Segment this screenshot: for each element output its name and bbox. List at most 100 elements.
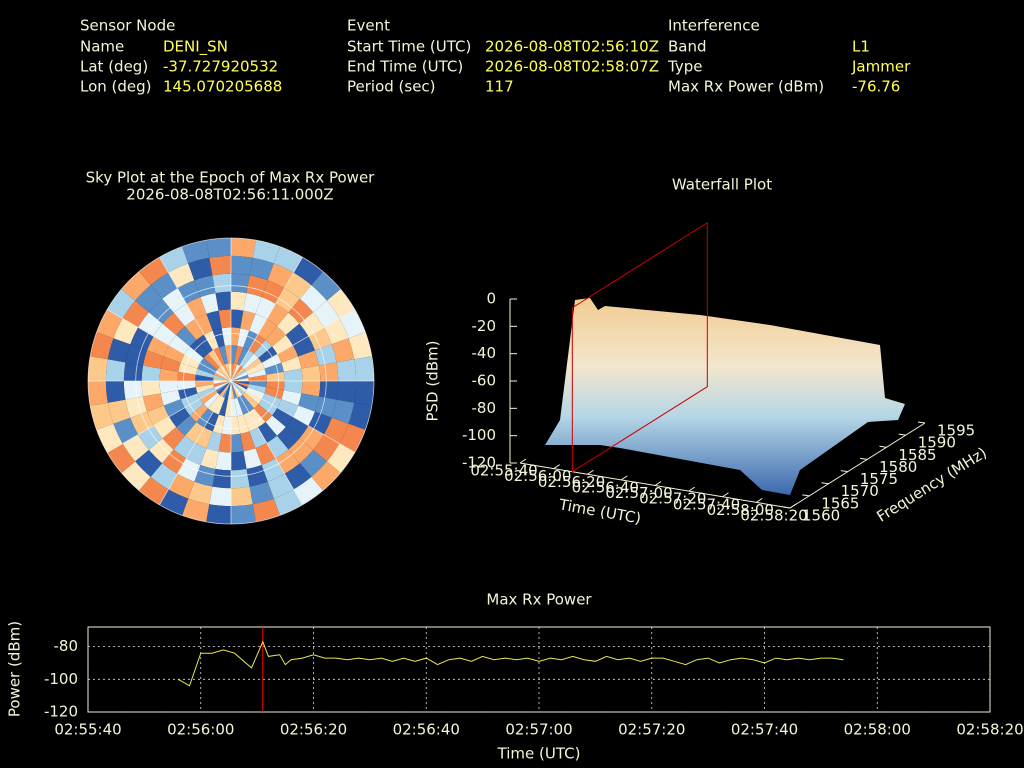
sky-cell bbox=[148, 438, 174, 464]
sky-cell bbox=[177, 371, 196, 381]
sky-cell bbox=[113, 318, 139, 345]
sky-cell bbox=[273, 489, 303, 516]
field-label: Start Time (UTC) bbox=[347, 38, 471, 56]
sky-cell bbox=[331, 399, 355, 424]
sky-cell bbox=[247, 384, 267, 394]
sky-cell bbox=[272, 335, 293, 355]
field-label: Period (sec) bbox=[347, 78, 436, 96]
x-tick-label: 02:57:40 bbox=[731, 721, 798, 739]
sky-cell bbox=[266, 303, 289, 327]
sky-cell bbox=[231, 377, 249, 381]
frequency-tick-label: 1560 bbox=[802, 507, 840, 525]
sky-cell bbox=[315, 344, 337, 366]
sky-cell bbox=[212, 414, 225, 434]
sky-cell bbox=[262, 393, 282, 408]
sky-cell bbox=[266, 371, 285, 381]
frequency-tick-label: 1590 bbox=[918, 434, 956, 452]
azimuth-spoke bbox=[159, 380, 232, 506]
sky-cell bbox=[299, 449, 327, 477]
sky-cell bbox=[231, 291, 247, 311]
sky-cell bbox=[298, 393, 319, 412]
sky-cell bbox=[180, 393, 200, 408]
sky-cell bbox=[88, 381, 108, 406]
sky-cell bbox=[257, 422, 277, 443]
sky-cell bbox=[255, 442, 276, 465]
time-tick bbox=[654, 481, 662, 486]
sky-cell bbox=[224, 363, 231, 381]
sky-cell bbox=[200, 293, 219, 314]
time-tick bbox=[519, 458, 527, 464]
sky-cell bbox=[298, 350, 319, 369]
sky-cell bbox=[275, 449, 300, 474]
chart-title: Sky Plot at the Epoch of Max Rx Power bbox=[86, 169, 376, 187]
sky-cell bbox=[231, 238, 256, 258]
sky-cell bbox=[141, 381, 161, 397]
x-tick-label: 02:56:00 bbox=[167, 721, 234, 739]
sky-cell bbox=[244, 358, 262, 373]
azimuth-spoke bbox=[230, 309, 356, 382]
sky-cell bbox=[224, 345, 231, 364]
sky-cell bbox=[212, 273, 231, 293]
sky-cell bbox=[159, 368, 179, 381]
sky-cell bbox=[231, 273, 250, 293]
sky-cell bbox=[208, 350, 223, 368]
epoch-plane bbox=[571, 221, 708, 473]
sky-cell bbox=[138, 425, 163, 450]
sky-cell bbox=[200, 448, 219, 469]
sky-cell bbox=[178, 387, 198, 400]
sky-cell bbox=[265, 415, 286, 436]
sky-cell bbox=[242, 392, 259, 409]
field-value: 2026-08-08T02:58:07Z bbox=[485, 58, 659, 76]
field-label: Band bbox=[668, 38, 707, 56]
sky-cell bbox=[234, 397, 244, 417]
azimuth-spoke bbox=[230, 380, 356, 453]
sky-cell bbox=[159, 489, 189, 516]
sky-cell bbox=[231, 363, 238, 381]
sky-cell bbox=[219, 365, 231, 381]
sky-cell bbox=[218, 309, 231, 329]
sky-cell bbox=[283, 368, 303, 381]
sky-cell bbox=[258, 398, 278, 416]
field-label: Name bbox=[80, 38, 124, 56]
sky-cell bbox=[221, 416, 231, 435]
sky-cell bbox=[311, 271, 341, 301]
sky-cell bbox=[209, 486, 231, 507]
frequency-tick bbox=[782, 506, 791, 509]
sky-cell bbox=[281, 390, 302, 406]
frequency-tick bbox=[821, 482, 829, 485]
sky-cell bbox=[143, 350, 164, 369]
sky-cell bbox=[284, 463, 312, 490]
sky-cell bbox=[194, 465, 216, 487]
sky-cell bbox=[231, 469, 250, 489]
sky-cell bbox=[277, 399, 299, 417]
y-tick-label: -100 bbox=[44, 670, 78, 688]
x-tick-label: 02:58:20 bbox=[956, 721, 1023, 739]
sky-cell bbox=[288, 298, 314, 324]
sky-cell bbox=[125, 396, 147, 418]
sky-cell bbox=[204, 412, 219, 432]
sky-cell bbox=[206, 431, 222, 452]
sky-cell bbox=[239, 394, 254, 412]
time-tick-label: 02:56:20 bbox=[538, 473, 605, 491]
sky-cell bbox=[293, 257, 323, 286]
sky-cell bbox=[240, 310, 256, 331]
sky-cell bbox=[206, 504, 231, 524]
sky-cell bbox=[195, 368, 215, 378]
sky-cell bbox=[189, 339, 208, 358]
frequency-tick bbox=[879, 445, 887, 448]
sky-cell bbox=[196, 408, 214, 428]
sky-cell bbox=[206, 238, 231, 258]
azimuth-spoke bbox=[159, 256, 232, 382]
sky-cell bbox=[188, 481, 213, 505]
x-axis-title: Time (UTC) bbox=[497, 745, 581, 763]
sky-cell bbox=[283, 381, 303, 394]
sky-cell bbox=[284, 272, 312, 299]
x-tick-label: 02:55:40 bbox=[54, 721, 121, 739]
sky-cell bbox=[231, 416, 241, 435]
frequency-tick bbox=[860, 457, 868, 460]
z-tick-label: -60 bbox=[472, 372, 497, 390]
sky-cell bbox=[246, 363, 265, 375]
sky-cell bbox=[247, 368, 267, 378]
sky-cell bbox=[231, 374, 249, 381]
